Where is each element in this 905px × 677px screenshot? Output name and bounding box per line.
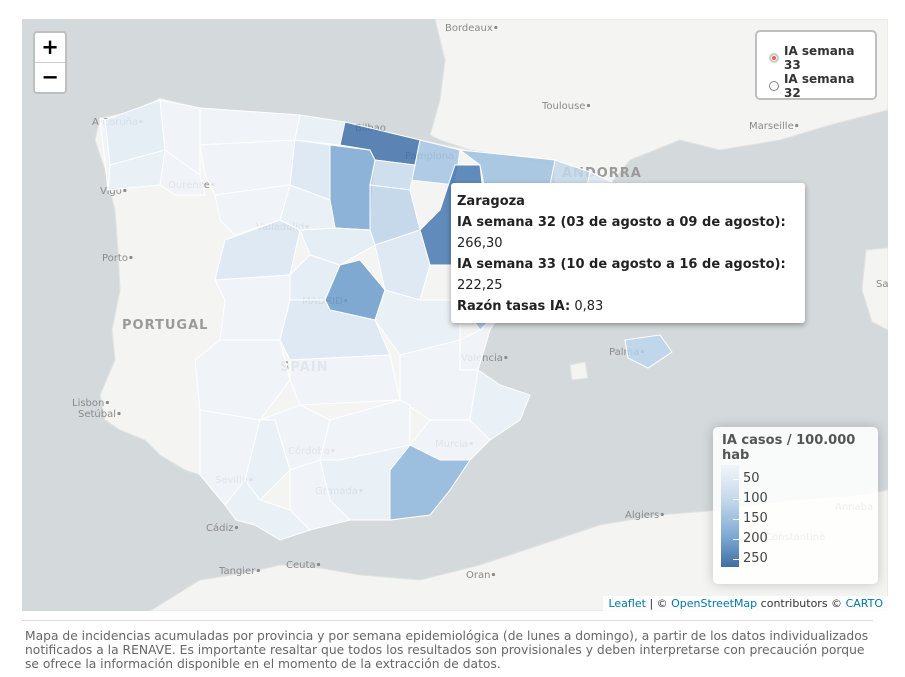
tooltip-row: Razón tasas IA: 0,83 <box>457 296 799 317</box>
province <box>199 107 301 146</box>
province <box>374 229 431 301</box>
legend-tick <box>733 559 739 560</box>
place-dot <box>117 411 121 416</box>
place-label: PORTUGAL <box>122 318 208 333</box>
zoom-in-button[interactable]: + <box>41 35 59 59</box>
legend-tick-label: 150 <box>743 511 768 526</box>
legend-tick <box>733 499 739 500</box>
place-dot <box>256 568 260 573</box>
tooltip-value: 0,83 <box>574 299 604 314</box>
tooltip-value: 222,25 <box>457 278 503 293</box>
province <box>289 354 401 406</box>
tooltip-row: IA semana 32 (03 de agosto a 09 de agost… <box>457 212 799 254</box>
place-dot <box>494 25 498 30</box>
place-label: Marseille <box>749 121 794 132</box>
tooltip-label: Razón tasas IA: <box>457 299 571 314</box>
tooltip-label: IA semana 32 (03 de agosto a 09 de agost… <box>457 215 786 230</box>
legend-tick <box>733 519 739 520</box>
place-dot <box>316 562 321 567</box>
zoom-out-button[interactable]: − <box>35 62 65 92</box>
place-dot <box>491 572 496 577</box>
place-label: Setúbal <box>78 408 116 420</box>
attribution-text: | © <box>649 597 668 610</box>
legend-tick-label: 200 <box>743 531 768 546</box>
legend-gradient <box>721 465 739 567</box>
legend-tick-label: 50 <box>743 471 760 486</box>
province <box>214 219 301 281</box>
place-dot <box>504 355 508 360</box>
tooltip-row: IA semana 33 (10 de agosto a 16 de agost… <box>457 254 799 296</box>
legend-tick-label: 250 <box>743 551 768 566</box>
attribution: Leaflet | © OpenStreetMap contributors ©… <box>603 596 888 611</box>
attribution-text: contributors © <box>760 597 843 610</box>
province <box>214 274 291 341</box>
radio-button[interactable] <box>769 81 779 91</box>
legend-tick-label: 100 <box>743 491 768 506</box>
place-dot <box>105 400 109 405</box>
layer-control: IA semana 33 IA semana 32 <box>755 30 877 100</box>
place-dot <box>123 188 127 193</box>
place-label: Oran <box>466 570 490 581</box>
place-label: Porto <box>102 253 128 264</box>
place-label: Algiers <box>625 510 659 521</box>
link[interactable]: CARTO <box>845 597 883 610</box>
layer-option[interactable]: IA semana 32 <box>769 72 875 100</box>
province <box>624 334 673 369</box>
tooltip-title: Zaragoza <box>457 194 525 209</box>
tooltip-label: IA semana 33 (10 de agosto a 16 de agost… <box>457 257 786 272</box>
place-dot <box>660 512 664 517</box>
place-label: Vigo <box>100 186 122 197</box>
place-label: Toulouse <box>541 101 585 112</box>
layer-label: IA semana 32 <box>783 72 855 100</box>
province <box>224 479 311 541</box>
legend-title: IA casos / 100.000 hab <box>722 433 856 463</box>
place-label: Sassari <box>876 279 888 290</box>
province <box>214 184 291 236</box>
place-dot <box>795 123 799 128</box>
link[interactable]: Leaflet <box>608 597 646 610</box>
place-label: Ceuta <box>286 560 316 571</box>
place-label: Palma <box>609 347 639 358</box>
province <box>99 117 111 191</box>
sardinia <box>861 247 888 331</box>
legend: IA casos / 100.000 hab 50 100 150 200 250 <box>713 427 878 584</box>
layer-option[interactable]: IA semana 33 <box>769 44 875 72</box>
legend-tick <box>733 539 739 540</box>
provinces <box>99 99 673 541</box>
place-dot <box>586 103 591 108</box>
place-label: Cádiz <box>206 522 234 534</box>
legend-tick <box>733 479 739 480</box>
ibiza <box>569 361 589 381</box>
province <box>329 144 376 231</box>
zoom-control: + − <box>33 31 67 94</box>
place-label: Lisbon <box>72 398 104 409</box>
province <box>159 149 206 196</box>
place-dot <box>129 255 133 260</box>
radio-button[interactable] <box>769 53 779 63</box>
tooltip-rows: IA semana 32 (03 de agosto a 09 de agost… <box>457 212 799 317</box>
province <box>409 139 461 186</box>
tooltip-value: 266,30 <box>457 236 503 251</box>
caption: Mapa de incidencias acumuladas por provi… <box>22 620 873 671</box>
layer-label: IA semana 33 <box>783 44 855 72</box>
link[interactable]: OpenStreetMap <box>671 597 758 610</box>
place-dot <box>234 525 239 530</box>
province <box>294 114 346 146</box>
place-label: Tangier <box>218 566 256 577</box>
tooltip: Zaragoza IA semana 32 (03 de agosto a 09… <box>451 183 805 323</box>
place-label: Bordeaux <box>445 23 493 34</box>
